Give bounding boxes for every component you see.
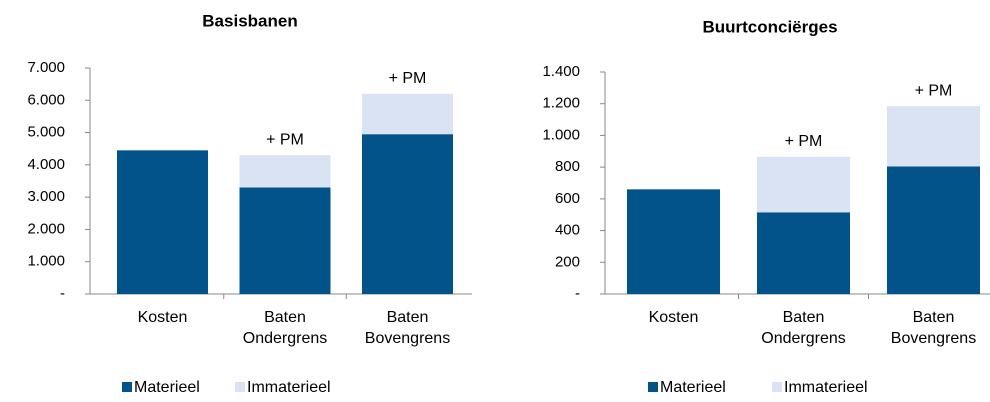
x-tick-label: Baten Ondergrens: [761, 309, 846, 347]
y-tick-label: 600: [555, 190, 580, 207]
y-tick-label: 400: [555, 222, 580, 239]
annotation: + PM: [389, 70, 427, 87]
y-tick-label: 1.000: [27, 253, 65, 270]
bar-segment: [887, 166, 980, 294]
y-tick-label: 1.200: [542, 95, 580, 112]
bar-segment: [627, 189, 720, 294]
x-tick-label: Baten Bovengrens: [364, 309, 451, 347]
annotation: + PM: [266, 131, 304, 148]
bar-segment: [757, 212, 850, 294]
annotation: + PM: [785, 133, 823, 150]
legend-swatch: [648, 382, 658, 392]
x-tick-label: Kosten: [648, 309, 699, 326]
legend-label: Immaterieel: [247, 379, 331, 396]
bar-segment: [117, 150, 208, 294]
y-tick-label: 4.000: [27, 156, 65, 173]
legend-label: Materieel: [660, 379, 726, 396]
y-tick-label: 1.400: [542, 63, 580, 80]
legend-swatch: [235, 382, 245, 392]
bar-segment: [887, 106, 980, 167]
y-tick-label: 2.000: [27, 220, 65, 237]
legend-swatch: [772, 382, 782, 392]
bar-segment: [362, 93, 453, 135]
x-tick-label: Baten Ondergrens: [242, 309, 328, 347]
y-tick-label: 3.000: [27, 188, 65, 205]
y-tick-label: 1.000: [542, 126, 580, 143]
y-tick-label: -: [60, 285, 65, 302]
chart-title: Buurtconciërges: [702, 17, 837, 36]
legend-label: Immaterieel: [784, 379, 868, 396]
bar-segment: [239, 155, 331, 188]
y-tick-label: 800: [555, 158, 580, 175]
bar-segment: [362, 134, 453, 294]
bar-segment: [757, 156, 850, 213]
chart-title: Basisbanen: [202, 11, 297, 30]
y-tick-label: 5.000: [27, 124, 65, 141]
legend-swatch: [122, 382, 132, 392]
y-tick-label: -: [575, 285, 580, 302]
annotation: + PM: [915, 82, 953, 99]
legend-label: Materieel: [134, 379, 200, 396]
x-tick-label: Baten Bovengrens: [890, 309, 977, 347]
y-tick-label: 7.000: [27, 59, 65, 76]
y-tick-label: 6.000: [27, 91, 65, 108]
y-tick-label: 200: [555, 253, 580, 270]
x-tick-label: Kosten: [137, 309, 188, 326]
bar-segment: [239, 187, 331, 294]
